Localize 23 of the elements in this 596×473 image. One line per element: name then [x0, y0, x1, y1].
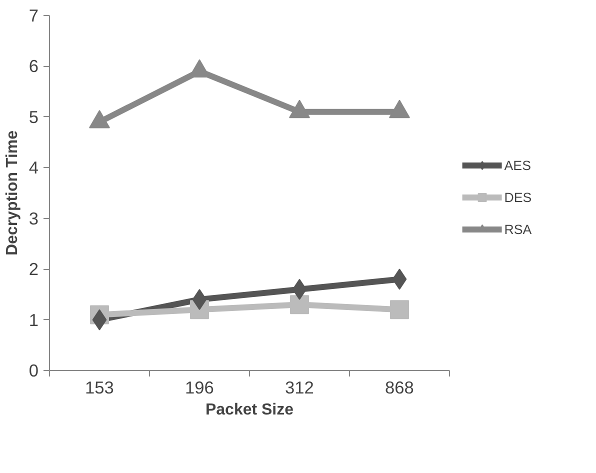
point — [89, 110, 110, 128]
y-tick-label: 0 — [28, 360, 39, 380]
x-tick-label: 196 — [185, 378, 214, 398]
y-axis-title: Decryption Time — [4, 130, 21, 256]
legend-label: AES — [504, 158, 531, 172]
y-tick-label: 5 — [28, 106, 39, 127]
point — [289, 100, 310, 118]
x-tick-label: 153 — [85, 378, 114, 398]
y-tick-label: 6 — [28, 56, 39, 76]
y-tick-label: 2 — [28, 259, 39, 280]
y-tick-label: 4 — [28, 158, 39, 178]
legend-label: RSA — [504, 222, 532, 236]
point — [390, 300, 409, 320]
x-axis-title: Packet Size — [205, 402, 294, 418]
y-tick-label: 3 — [28, 208, 39, 228]
y-tick-label: 1 — [28, 310, 39, 330]
x-tick-label: 868 — [385, 378, 414, 398]
point — [290, 295, 309, 314]
point — [389, 100, 410, 118]
point — [192, 289, 207, 310]
x-tick-label: 312 — [285, 378, 314, 398]
y-tick-label: 7 — [28, 6, 39, 26]
legend-label: DES — [504, 190, 532, 204]
